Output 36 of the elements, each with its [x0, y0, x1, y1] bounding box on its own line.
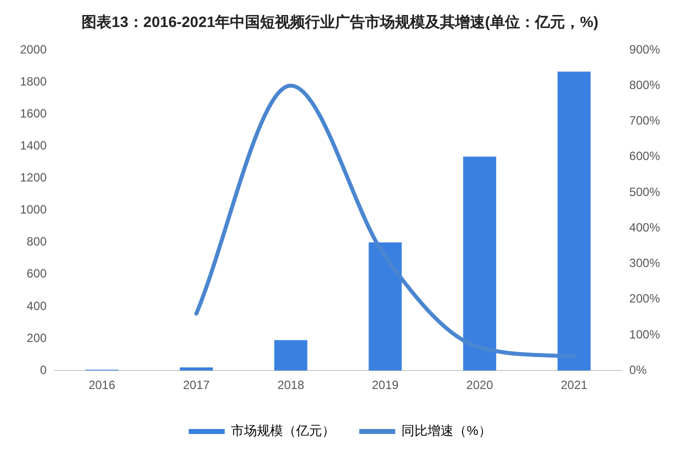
legend-label: 同比增速（%） [402, 423, 492, 438]
x-tick-label: 2017 [182, 378, 210, 392]
y2-tick-label: 400% [629, 220, 660, 234]
y2-tick-label: 0% [629, 362, 647, 377]
x-tick-label: 2018 [277, 378, 304, 392]
legend-label: 市场规模（亿元） [231, 423, 336, 438]
line-series [194, 84, 576, 358]
y2-tick-label: 600% [629, 149, 660, 164]
y-tick-label: 600 [26, 266, 48, 281]
y-tick-label: 800 [26, 234, 48, 249]
y-tick-label: 1200 [20, 170, 48, 185]
y-tick-label: 1800 [20, 74, 48, 88]
bar [368, 242, 402, 371]
bar [274, 340, 308, 371]
y-tick-label: 1400 [20, 138, 48, 152]
y2-tick-label: 200% [629, 292, 660, 306]
x-tick-label: 2019 [372, 378, 399, 392]
y-tick-label: 1600 [20, 106, 48, 120]
y2-tick-label: 700% [629, 114, 660, 128]
bar [180, 367, 213, 371]
y-tick-label: 2000 [20, 42, 48, 56]
y-tick-label: 0 [40, 362, 48, 377]
y2-tick-label: 500% [629, 184, 660, 199]
x-tick-label: 2020 [466, 378, 494, 392]
bar [463, 156, 496, 371]
y2-tick-label: 800% [629, 78, 660, 92]
x-tick-label: 2016 [88, 378, 116, 392]
y2-tick-label: 100% [629, 327, 660, 342]
y-tick-label: 1000 [20, 202, 48, 217]
bar [558, 72, 591, 371]
y2-tick-label: 900% [629, 42, 660, 56]
y-tick-label: 400 [26, 298, 48, 313]
y2-tick-label: 300% [629, 256, 660, 270]
chart-title: 图表13：2016-2021年中国短视频行业广告市场规模及其增速(单位：亿元，%) [82, 13, 598, 32]
x-tick-label: 2021 [560, 378, 588, 392]
y-tick-label: 200 [26, 330, 48, 345]
